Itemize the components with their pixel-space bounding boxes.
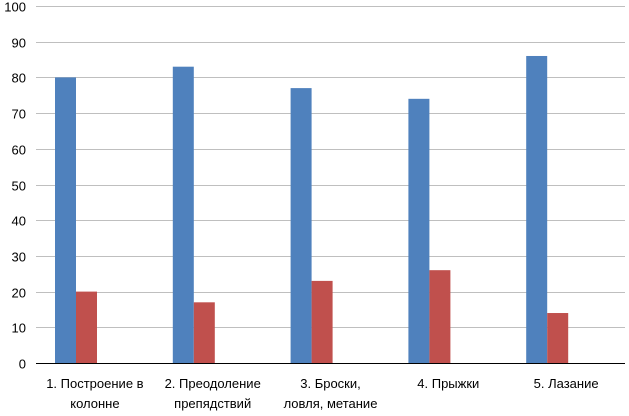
gridlines xyxy=(36,6,625,328)
x-category-label: 3. Броски, ловля, метание xyxy=(284,376,378,411)
y-tick-label: 50 xyxy=(12,179,26,194)
bar-series-2 xyxy=(193,302,215,363)
x-category-label: 1. Построение в колонне xyxy=(46,376,143,411)
bar-series-1 xyxy=(172,66,194,363)
y-tick-label: 10 xyxy=(12,321,26,336)
y-tick-label: 60 xyxy=(12,143,26,158)
x-axis-labels: 1. Построение в колонне 2. Преодоление преп… xyxy=(46,376,598,411)
x-category-label: 4. Прыжки xyxy=(417,376,479,391)
x-category-label: 5. Лазание xyxy=(534,376,599,391)
y-tick-label: 80 xyxy=(12,71,26,86)
y-tick-label: 70 xyxy=(12,107,26,122)
y-tick-label: 20 xyxy=(12,286,26,301)
y-tick-label: 0 xyxy=(19,357,26,372)
y-tick-label: 90 xyxy=(12,36,26,51)
bar-series-2 xyxy=(547,313,569,363)
bar-series-1 xyxy=(290,88,312,364)
y-tick-label: 40 xyxy=(12,214,26,229)
bar-series-2 xyxy=(311,280,333,363)
bar-series-2 xyxy=(429,270,451,363)
bars xyxy=(55,55,569,364)
y-axis-ticks: 0 10 20 30 40 50 60 70 80 90 100 xyxy=(4,0,26,372)
y-tick-label: 100 xyxy=(4,0,26,15)
bar-series-2 xyxy=(76,291,97,363)
bar-series-1 xyxy=(408,98,430,363)
bar-series-1 xyxy=(526,55,548,363)
bar-series-1 xyxy=(55,77,76,364)
y-tick-label: 30 xyxy=(12,250,26,265)
x-category-label: 2. Преодоление препядствий xyxy=(165,376,261,411)
